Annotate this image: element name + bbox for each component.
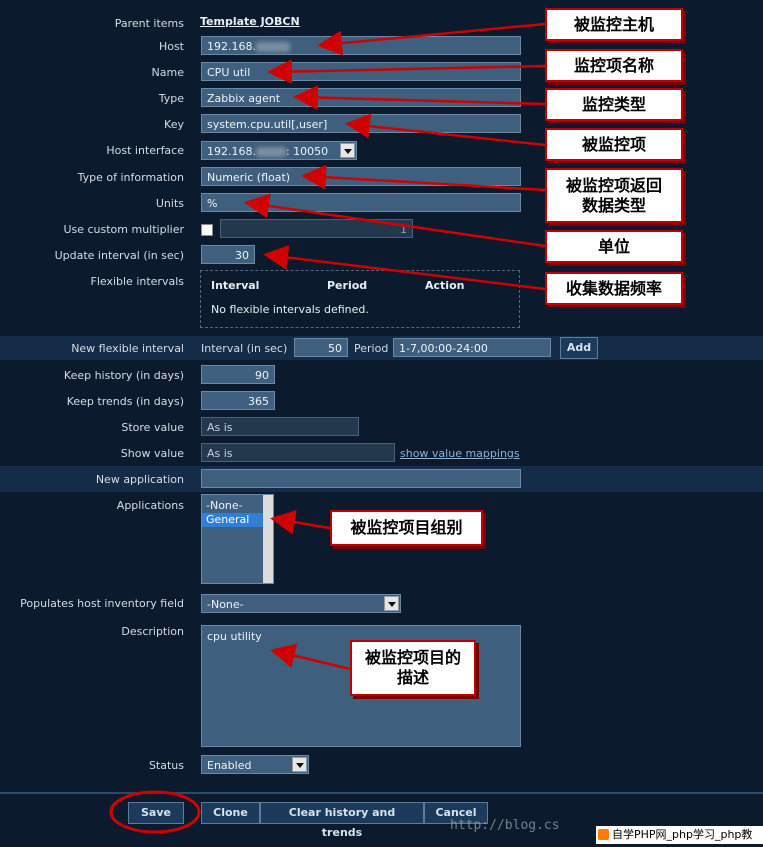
host-label: Host: [158, 40, 184, 53]
host-field[interactable]: 192.168.: [201, 36, 521, 55]
callout-name: 监控项名称: [545, 49, 683, 82]
arrow-interval: [263, 245, 546, 291]
chevron-down-icon: [384, 596, 399, 611]
flexible-intervals-label: Flexible intervals: [90, 275, 185, 288]
option-none[interactable]: -None-: [206, 499, 243, 512]
callout-type: 监控类型: [545, 88, 683, 121]
applications-label: Applications: [116, 499, 184, 512]
keep-history-field[interactable]: 90: [201, 365, 275, 384]
callout-key: 被监控项: [545, 128, 683, 161]
chevron-down-icon: [340, 143, 355, 158]
status-select[interactable]: Enabled: [201, 755, 309, 774]
redacted-ip: [255, 147, 286, 157]
flexible-intervals-table: Interval Period Action No flexible inter…: [200, 270, 520, 328]
footer-divider: [0, 792, 763, 794]
custom-multiplier-checkbox[interactable]: [201, 224, 213, 236]
callout-host: 被监控主机: [545, 8, 683, 41]
callout-info-type-line2: 数据类型: [581, 195, 646, 215]
callout-units: 单位: [545, 230, 683, 263]
keep-trends-label: Keep trends (in days): [66, 395, 184, 408]
arrow-info-type: [301, 164, 546, 192]
watermark-url: http://blog.cs: [450, 818, 560, 833]
cancel-button[interactable]: Cancel: [424, 802, 488, 824]
column-action: Action: [425, 279, 465, 292]
site-logo-icon: [598, 829, 609, 840]
host-interface-select[interactable]: 192.168.: 10050: [201, 141, 357, 160]
callout-description-line2: 描述: [396, 668, 429, 687]
parent-items-label: Parent items: [114, 17, 184, 30]
callout-description-line1: 被监控项目的: [364, 648, 461, 667]
units-label: Units: [155, 197, 184, 210]
column-period: Period: [327, 279, 368, 292]
status-label: Status: [148, 759, 184, 772]
show-value-select[interactable]: As is: [201, 443, 395, 462]
option-general[interactable]: General: [202, 513, 273, 527]
save-highlight-circle: [109, 790, 201, 834]
watermark-site: 自学PHP网_php学习_php教: [596, 826, 763, 844]
type-of-information-select[interactable]: Numeric (float): [201, 167, 521, 186]
update-interval-label: Update interval (in sec): [54, 249, 184, 262]
new-flexible-interval-label: New flexible interval: [71, 342, 184, 355]
empty-text: No flexible intervals defined.: [211, 303, 369, 316]
description-label: Description: [121, 625, 184, 638]
period-sublabel: Period: [354, 342, 389, 355]
arrow-host: [317, 22, 546, 56]
type-of-information-label: Type of information: [77, 171, 184, 184]
key-label: Key: [164, 118, 184, 131]
interval-sublabel: Interval (in sec): [201, 342, 288, 355]
arrow-app-group: [270, 509, 331, 535]
update-interval-field[interactable]: 30: [201, 245, 255, 264]
clone-button[interactable]: Clone: [201, 802, 260, 824]
new-interval-field[interactable]: 50: [294, 338, 348, 357]
column-interval: Interval: [211, 279, 260, 292]
redacted-ip: [255, 42, 290, 52]
applications-listbox[interactable]: -None- General: [201, 494, 274, 584]
type-label: Type: [158, 92, 184, 105]
arrow-key: [345, 113, 546, 147]
callout-info-type-line1: 被监控项返回: [565, 175, 662, 195]
chevron-down-icon: [292, 757, 307, 772]
new-application-label: New application: [95, 473, 184, 486]
arrow-units: [244, 193, 546, 248]
host-interface-label: Host interface: [106, 144, 184, 157]
add-button[interactable]: Add: [560, 337, 598, 359]
new-application-field[interactable]: [201, 469, 521, 488]
store-value-select[interactable]: As is: [201, 417, 359, 436]
arrow-type: [293, 85, 546, 111]
inventory-field-select[interactable]: -None-: [201, 594, 401, 613]
name-label: Name: [151, 66, 184, 79]
show-value-label: Show value: [120, 447, 184, 460]
callout-app-group: 被监控项目组别: [330, 510, 483, 546]
callout-info-type: 被监控项返回 数据类型: [545, 168, 683, 223]
clear-history-button[interactable]: Clear history and trends: [260, 802, 424, 839]
arrow-name: [267, 59, 546, 85]
listbox-scrollbar[interactable]: [263, 495, 273, 583]
parent-items-link[interactable]: Template JOBCN: [200, 15, 300, 28]
new-flexible-interval-band: [0, 336, 763, 360]
keep-history-label: Keep history (in days): [63, 369, 184, 382]
callout-interval: 收集数据频率: [545, 272, 683, 305]
callout-description: 被监控项目的 描述: [350, 640, 476, 696]
inventory-field-label: Populates host inventory field: [20, 597, 184, 610]
custom-multiplier-field[interactable]: 1: [220, 219, 413, 238]
arrow-description: [270, 643, 351, 671]
new-period-field[interactable]: 1-7,00:00-24:00: [393, 338, 551, 357]
custom-multiplier-label: Use custom multiplier: [63, 223, 184, 236]
show-value-mappings-link[interactable]: show value mappings: [400, 447, 520, 460]
save-button[interactable]: Save: [128, 802, 184, 824]
keep-trends-field[interactable]: 365: [201, 391, 275, 410]
store-value-label: Store value: [121, 421, 184, 434]
